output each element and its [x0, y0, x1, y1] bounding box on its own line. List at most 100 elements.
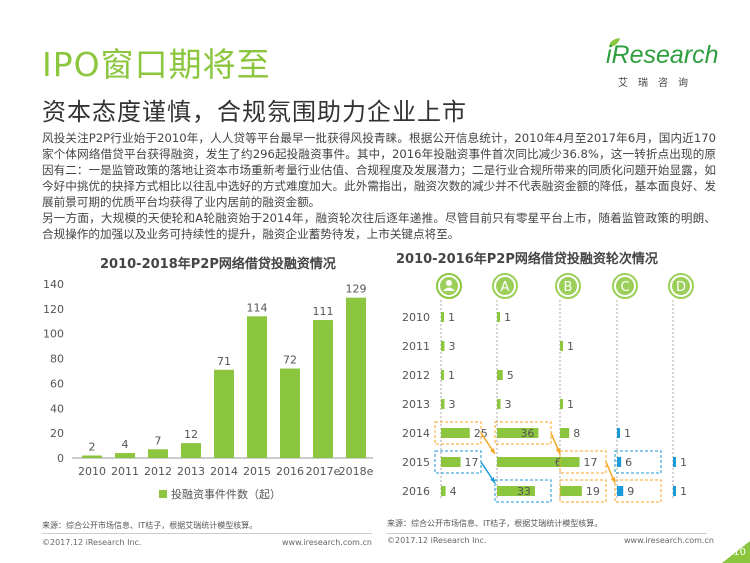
bar-value-label: 2	[89, 441, 96, 454]
round-bar	[441, 486, 446, 496]
bar	[115, 453, 135, 458]
round-header-fill	[672, 277, 690, 295]
round-bar	[497, 399, 501, 409]
round-header-label: B	[564, 280, 573, 295]
bar-value-label: 114	[247, 301, 268, 314]
round-bar-value: 1	[680, 456, 687, 469]
row-year-label: 2011	[402, 340, 430, 353]
y-tick-label: 20	[50, 427, 64, 440]
angel-body-icon	[443, 287, 455, 291]
iresearch-logo: iResearch 艾瑞咨询	[606, 38, 719, 91]
round-bar-value: 3	[448, 340, 455, 353]
footer-copyright-left: ©2017.12 iResearch Inc.	[42, 538, 142, 547]
round-bar	[560, 428, 570, 438]
x-tick-label: 2016	[276, 465, 304, 478]
round-bar-value: 9	[627, 485, 634, 498]
highlight-box	[494, 479, 552, 503]
footer-copyright-right: ©2017.12 iResearch Inc.	[387, 536, 487, 545]
round-bar	[497, 486, 535, 496]
round-bar	[560, 486, 582, 496]
chart2-source: 来源：综合公开市场信息、IT桔子，根据艾瑞统计模型核算。	[387, 519, 603, 528]
round-bar	[673, 457, 676, 467]
x-tick-label: 2018e	[339, 465, 374, 478]
logo-wordmark: iResearch	[606, 41, 719, 69]
chart2-title: 2010-2016年P2P网络借贷投融资轮次情况	[396, 252, 658, 267]
body-paragraph-1: 风投关注P2P行业始于2010年，人人贷等平台最早一批获得风投青睐。根据公开信息…	[42, 131, 716, 209]
row-year-label: 2015	[402, 456, 430, 469]
footer-divider-left	[42, 533, 372, 534]
x-tick-label: 2015	[243, 465, 271, 478]
row-year-label: 2010	[402, 311, 430, 324]
y-tick-label: 60	[50, 377, 64, 390]
y-tick-label: 80	[50, 353, 64, 366]
x-tick-label: 2017e	[306, 465, 341, 478]
round-bar-value: 6	[625, 456, 632, 469]
round-bar	[497, 312, 500, 322]
round-bar-value: 19	[586, 485, 600, 498]
y-tick-label: 0	[57, 452, 64, 465]
round-bar	[441, 341, 445, 351]
bar	[247, 316, 267, 458]
row-year-label: 2013	[402, 398, 430, 411]
round-bar-value: 1	[448, 369, 455, 382]
round-bar-value: 3	[504, 398, 511, 411]
round-bar	[560, 399, 563, 409]
x-tick-label: 2010	[78, 465, 106, 478]
angel-head-icon	[446, 280, 452, 286]
round-bar-value: 1	[448, 311, 455, 324]
body-text: 风投关注P2P行业始于2010年，人人贷等平台最早一批获得风投青睐。根据公开信息…	[42, 130, 716, 242]
bar	[214, 369, 234, 458]
round-bar-value: 1	[567, 340, 574, 353]
row-year-label: 2014	[402, 427, 430, 440]
bar-value-label: 12	[184, 428, 198, 441]
page-number: 10	[733, 547, 746, 558]
legend-label: 投融资事件件数（起）	[171, 487, 281, 501]
round-bar-value: 1	[624, 427, 631, 440]
round-header-fill	[496, 277, 514, 295]
bar	[313, 320, 333, 458]
round-bar-value: 4	[450, 485, 457, 498]
round-bar-value: 3	[448, 398, 455, 411]
round-header-fill	[559, 277, 577, 295]
logo-leaf-icon	[609, 38, 620, 47]
y-tick-label: 120	[43, 303, 64, 316]
trend-arrowhead	[610, 477, 615, 483]
page-number-badge: 10	[722, 541, 750, 563]
bar-value-label: 129	[346, 283, 367, 296]
round-header-fill	[616, 277, 634, 295]
trend-arrowhead	[489, 477, 495, 483]
round-bar-value: 33	[517, 485, 531, 498]
row-year-label: 2016	[402, 485, 430, 498]
x-tick-label: 2011	[111, 465, 139, 478]
round-header-label: C	[620, 280, 629, 295]
round-bar	[441, 428, 470, 438]
x-tick-label: 2014	[210, 465, 238, 478]
page-title: IPO窗口期将至	[42, 45, 271, 84]
round-bar-value: 5	[507, 369, 514, 382]
chart1-source: 来源：综合公开市场信息、IT桔子，根据艾瑞统计模型核算。	[42, 521, 258, 530]
round-header-label: A	[501, 280, 510, 295]
bar	[181, 443, 201, 458]
bar	[82, 455, 102, 458]
highlight-box	[614, 479, 662, 503]
y-tick-label: 100	[43, 328, 64, 341]
rounds-chart: A B C D201020112012201320142015201613132517…	[402, 273, 694, 503]
page-subtitle: 资本态度谨慎，合规氛围助力企业上市	[42, 98, 467, 126]
round-bar	[673, 486, 676, 496]
footer-url-right: www.iresearch.com.cn	[624, 536, 714, 545]
round-bar-value: 1	[567, 398, 574, 411]
round-bar	[497, 457, 573, 467]
round-bar	[560, 457, 580, 467]
round-bar	[497, 428, 539, 438]
round-bar-value: 17	[584, 456, 598, 469]
bar	[346, 297, 366, 458]
bar-value-label: 71	[217, 355, 231, 368]
bar-chart-financing-events: 0 20 40 60 80 100 120 140 2 2010 4 2011 7 2012 12 2013 7…	[43, 278, 374, 501]
footer-divider-right	[387, 533, 707, 534]
y-tick-label: 140	[43, 278, 64, 291]
round-bar	[441, 370, 444, 380]
logo-subtitle: 艾瑞咨询	[618, 78, 698, 89]
bar-value-label: 7	[155, 434, 162, 447]
round-bar	[441, 457, 461, 467]
highlight-box	[614, 450, 662, 474]
